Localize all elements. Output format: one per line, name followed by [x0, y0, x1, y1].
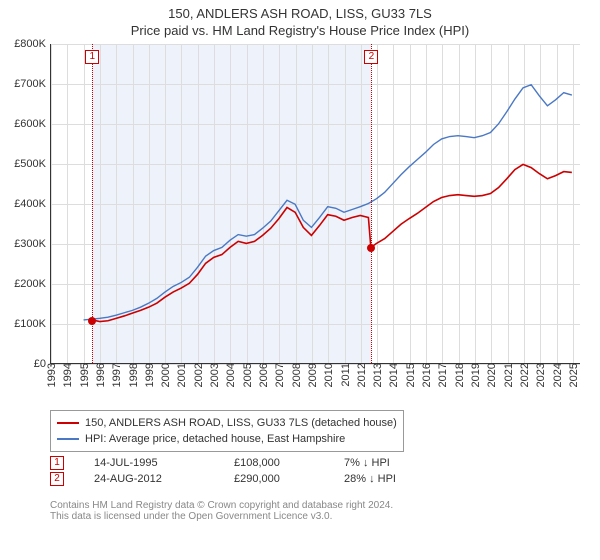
x-tick-label: 2008	[289, 363, 303, 387]
legend-swatch-hpi	[57, 438, 79, 440]
x-tick-label: 2019	[468, 363, 482, 387]
credits: Contains HM Land Registry data © Crown c…	[50, 500, 393, 522]
y-tick-label: £200K	[14, 278, 50, 290]
sales-row-price-2: £290,000	[234, 473, 314, 485]
sale-marker-1: 1	[85, 50, 99, 64]
x-tick-label: 2022	[517, 363, 531, 387]
credits-line2: This data is licensed under the Open Gov…	[50, 511, 393, 522]
x-tick-label: 2005	[240, 363, 254, 387]
x-tick-label: 2010	[321, 363, 335, 387]
x-tick-label: 2004	[223, 363, 237, 387]
price-chart: £0£100K£200K£300K£400K£500K£600K£700K£80…	[50, 44, 580, 364]
x-tick-label: 2001	[174, 363, 188, 387]
sales-row-2: 2 24-AUG-2012 £290,000 28% ↓ HPI	[50, 472, 464, 486]
x-tick-label: 2023	[533, 363, 547, 387]
x-tick-label: 2009	[305, 363, 319, 387]
y-tick-label: £400K	[14, 198, 50, 210]
y-tick-label: £100K	[14, 318, 50, 330]
series-lines	[51, 44, 580, 363]
sale-marker-2: 2	[364, 50, 378, 64]
sales-row-marker-1: 1	[50, 456, 64, 470]
x-tick-label: 2015	[403, 363, 417, 387]
x-tick-label: 2000	[158, 363, 172, 387]
legend-row-hpi: HPI: Average price, detached house, East…	[57, 431, 397, 447]
x-tick-label: 1998	[126, 363, 140, 387]
sale-dot-2	[367, 244, 375, 252]
series-subject	[92, 164, 572, 321]
x-tick-label: 2014	[386, 363, 400, 387]
sales-row-delta-1: 7% ↓ HPI	[344, 457, 464, 469]
y-tick-label: £500K	[14, 158, 50, 170]
x-tick-label: 2017	[435, 363, 449, 387]
sales-row-date-2: 24-AUG-2012	[94, 473, 204, 485]
sales-row-marker-2: 2	[50, 472, 64, 486]
sale-line-2	[371, 44, 372, 363]
x-tick-label: 1994	[60, 363, 74, 387]
sales-table: 1 14-JUL-1995 £108,000 7% ↓ HPI 2 24-AUG-2012…	[50, 456, 464, 488]
sales-row-price-1: £108,000	[234, 457, 314, 469]
page-subtitle: Price paid vs. HM Land Registry's House …	[0, 23, 600, 38]
sales-row-delta-2: 28% ↓ HPI	[344, 473, 464, 485]
series-hpi	[84, 85, 572, 320]
legend-label-hpi: HPI: Average price, detached house, East…	[85, 431, 345, 447]
page-title: 150, ANDLERS ASH ROAD, LISS, GU33 7LS	[0, 6, 600, 21]
x-tick-label: 2011	[338, 363, 352, 387]
legend-row-subject: 150, ANDLERS ASH ROAD, LISS, GU33 7LS (d…	[57, 415, 397, 431]
y-tick-label: £600K	[14, 118, 50, 130]
x-tick-label: 2024	[550, 363, 564, 387]
x-tick-label: 2021	[501, 363, 515, 387]
sales-row-1: 1 14-JUL-1995 £108,000 7% ↓ HPI	[50, 456, 464, 470]
legend-label-subject: 150, ANDLERS ASH ROAD, LISS, GU33 7LS (d…	[85, 415, 397, 431]
sales-row-date-1: 14-JUL-1995	[94, 457, 204, 469]
chart-legend: 150, ANDLERS ASH ROAD, LISS, GU33 7LS (d…	[50, 410, 404, 452]
credits-line1: Contains HM Land Registry data © Crown c…	[50, 500, 393, 511]
y-tick-label: £300K	[14, 238, 50, 250]
x-tick-label: 1993	[44, 363, 58, 387]
x-tick-label: 2020	[484, 363, 498, 387]
y-tick-label: £800K	[14, 38, 50, 50]
x-tick-label: 2007	[272, 363, 286, 387]
x-tick-label: 1997	[109, 363, 123, 387]
x-tick-label: 1999	[142, 363, 156, 387]
x-tick-label: 2018	[452, 363, 466, 387]
sale-dot-1	[88, 317, 96, 325]
x-tick-label: 2002	[191, 363, 205, 387]
x-tick-label: 1996	[93, 363, 107, 387]
x-tick-label: 2012	[354, 363, 368, 387]
x-tick-label: 1995	[77, 363, 91, 387]
x-tick-label: 2025	[566, 363, 580, 387]
sale-line-1	[92, 44, 93, 363]
x-tick-label: 2006	[256, 363, 270, 387]
x-tick-label: 2016	[419, 363, 433, 387]
y-tick-label: £700K	[14, 78, 50, 90]
x-tick-label: 2013	[370, 363, 384, 387]
x-tick-label: 2003	[207, 363, 221, 387]
legend-swatch-subject	[57, 422, 79, 424]
